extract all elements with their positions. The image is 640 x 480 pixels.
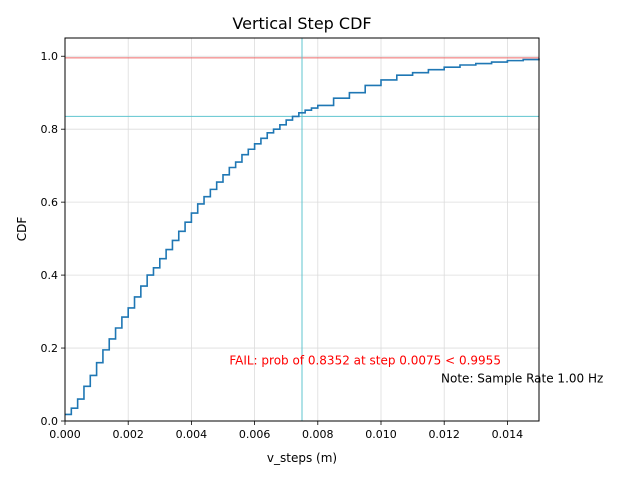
series-layer: [65, 58, 540, 416]
x-tick-label: 0.004: [176, 428, 208, 441]
reference-lines: [65, 38, 539, 421]
x-tick-label: 0.012: [428, 428, 460, 441]
x-tick-label: 0.006: [239, 428, 271, 441]
plot-frame: [64, 37, 540, 422]
x-tick-label: 0.010: [365, 428, 397, 441]
y-tick-label: 0.4: [41, 269, 59, 282]
x-tick-label: 0.014: [492, 428, 524, 441]
annotations: FAIL: prob of 0.8352 at step 0.0075 < 0.…: [229, 353, 603, 385]
y-axis-ticks: 0.0 0.2 0.4 0.6 0.8 1.0: [41, 50, 65, 428]
y-axis-label: CDF: [15, 217, 29, 242]
y-tick-label: 0.8: [41, 123, 59, 136]
y-tick-label: 0.2: [41, 342, 59, 355]
fail-annotation: FAIL: prob of 0.8352 at step 0.0075 < 0.…: [229, 353, 501, 367]
x-axis-ticks: 0.000 0.002 0.004 0.006 0.008 0.010 0.012 0.014: [49, 421, 523, 441]
cdf-series-line: [65, 58, 540, 416]
y-tick-label: 0.6: [41, 196, 59, 209]
y-tick-label: 1.0: [41, 50, 59, 63]
chart-title: Vertical Step CDF: [232, 14, 371, 33]
x-axis-label: v_steps (m): [267, 451, 337, 465]
note-annotation: Note: Sample Rate 1.00 Hz: [441, 372, 603, 386]
x-tick-label: 0.002: [112, 428, 144, 441]
x-tick-label: 0.000: [49, 428, 81, 441]
x-tick-label: 0.008: [302, 428, 334, 441]
y-tick-label: 0.0: [41, 415, 59, 428]
